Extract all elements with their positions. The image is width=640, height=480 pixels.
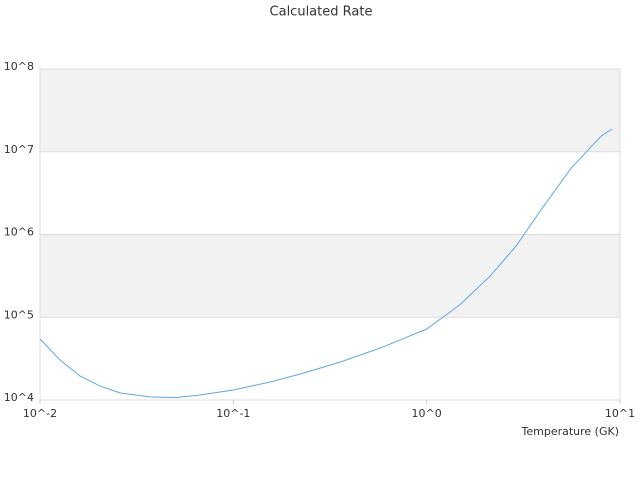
grid-band — [40, 69, 620, 152]
x-axis-label: Temperature (GK) — [521, 425, 620, 438]
y-tick-label: 10^4 — [4, 391, 34, 404]
y-tick-label: 10^5 — [4, 308, 34, 321]
x-tick-label: 10^-2 — [23, 407, 57, 420]
x-tick-label: 10^1 — [605, 407, 635, 420]
y-tick-label: 10^6 — [4, 226, 34, 239]
y-tick-label: 10^7 — [4, 143, 34, 156]
chart-title: Calculated Rate — [270, 5, 373, 20]
grid-band — [40, 234, 620, 318]
x-tick-label: 10^-1 — [216, 407, 250, 420]
y-tick-label: 10^8 — [4, 60, 34, 73]
data-line — [39, 128, 613, 399]
x-tick-label: 10^0 — [412, 407, 442, 420]
